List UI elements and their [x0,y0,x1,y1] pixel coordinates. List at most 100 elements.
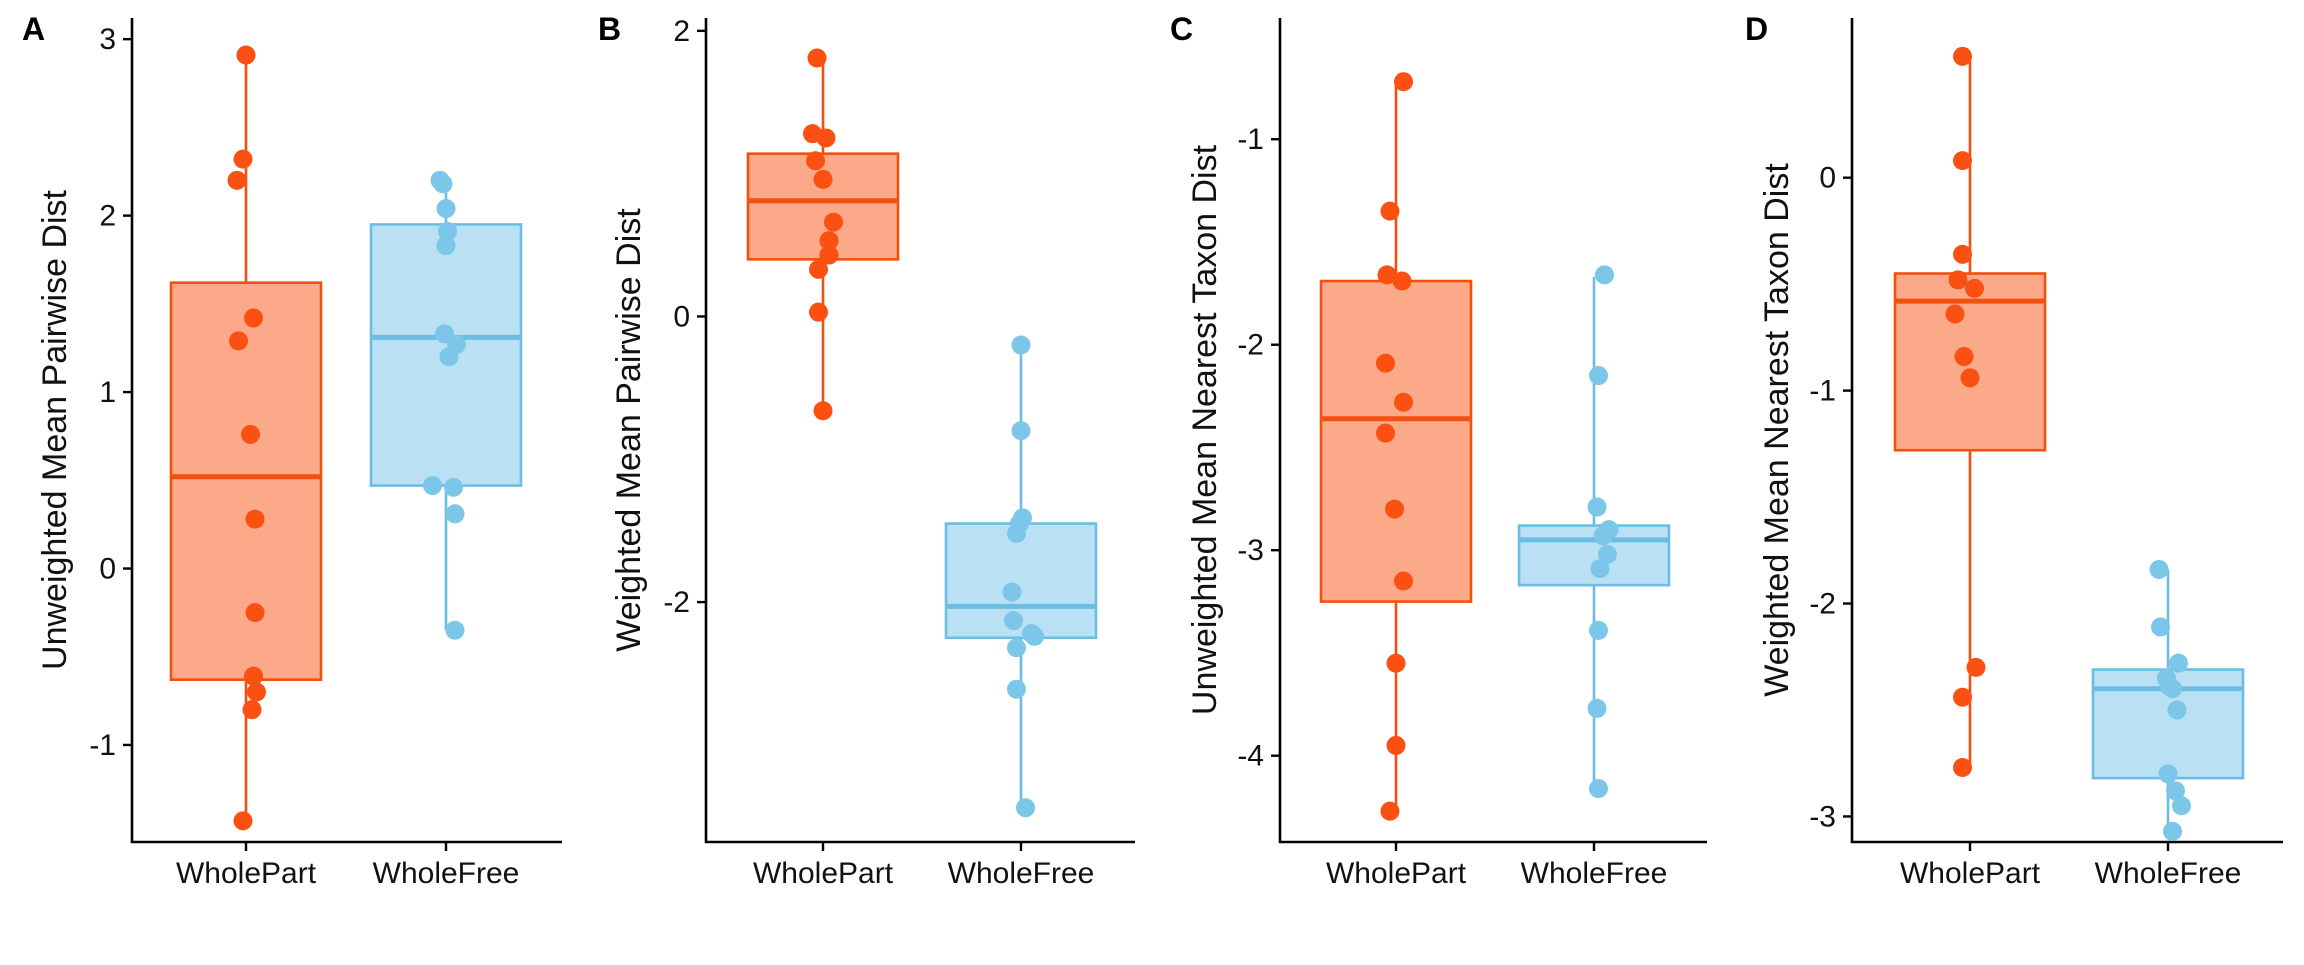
data-point [819,245,839,265]
data-point [1394,72,1413,92]
data-point [1589,779,1608,799]
data-point [2172,796,2191,816]
y-tick-label: -1 [89,729,116,762]
data-point [813,169,833,189]
data-point [1966,657,1986,677]
data-point [245,509,265,529]
y-tick-label: -3 [1237,534,1264,567]
data-point [445,620,465,640]
data-point [807,48,827,68]
y-tick-label: -2 [1809,588,1836,621]
data-point [2158,764,2178,784]
data-point [2149,559,2169,579]
data-point [1376,423,1395,443]
data-point [1960,368,1980,388]
iqr-box [1319,279,1473,603]
y-axis-title: Unweighted Mean Pairwise Dist [36,189,74,670]
panel-a: A -1 0 1 2 3 Unweighted Mean Pairwise Dist Whol… [22,11,562,890]
data-point [1004,611,1023,631]
y-tick-label: -1 [1809,375,1836,408]
data-point [233,811,253,831]
y-tick-label: -1 [1237,123,1264,156]
box-wholefree [944,345,1098,808]
data-point [1593,526,1613,546]
data-point [241,424,260,444]
panel-letter: B [598,11,621,47]
data-point [1394,392,1413,412]
data-point [247,682,266,702]
y-tick-label: -2 [1237,329,1264,362]
y-tick-label: 0 [673,300,690,333]
data-point [1007,679,1026,699]
data-point [423,476,442,496]
data-point [1011,335,1031,355]
data-point [809,259,828,279]
data-point [444,477,463,497]
data-point [233,149,253,169]
x-tick-label: WholePart [753,857,894,890]
data-point [2163,821,2182,841]
data-point [806,151,825,171]
data-point [445,504,465,524]
data-point [2151,617,2170,637]
data-point [1953,757,1972,777]
data-point [236,45,256,65]
data-point [1590,559,1610,579]
data-point [1002,582,1022,602]
y-tick-label: -3 [1809,800,1836,833]
y-tick-label: 1 [99,376,116,409]
data-point [1589,620,1608,640]
data-point [436,236,456,256]
data-point [1953,46,1972,66]
y-tick-label: -2 [663,586,690,619]
data-point [809,302,828,322]
y-tick-label: -4 [1237,740,1264,773]
y-tick-label: 2 [673,15,690,48]
data-point [1386,735,1406,755]
data-point [433,174,453,194]
data-point [2163,679,2182,699]
data-point [1953,151,1972,171]
data-point [1394,571,1413,591]
panel-letter: C [1170,11,1193,47]
x-tick-label: WholePart [1326,857,1467,890]
panel-letter: A [22,11,45,47]
data-point [1385,499,1404,519]
data-point [1953,244,1972,264]
data-point [1954,347,1974,367]
data-point [2169,653,2188,673]
panel-c: C -4 -3 -2 -1 Unweighted Mean Nearest Taxon D… [1170,11,1707,890]
data-point [1376,353,1395,373]
data-point [245,603,265,623]
data-point [229,331,248,351]
data-point [1945,304,1965,324]
data-point [1011,421,1031,441]
data-point [244,308,263,328]
data-point [1377,265,1397,285]
data-point [1392,271,1412,291]
data-point [1965,278,1984,298]
box-wholepart [1319,81,1473,812]
y-tick-label: 3 [99,23,116,56]
data-point [1007,524,1026,544]
data-point [1016,798,1035,818]
data-point [2166,781,2185,801]
data-point [819,231,839,251]
data-point [1380,201,1400,221]
data-point [1380,801,1400,821]
data-point [1587,497,1607,517]
y-axis-title: Weighted Mean Pairwise Dist [610,208,648,652]
x-tick-label: WholePart [176,857,317,890]
data-point [1598,544,1617,564]
data-point [1386,653,1406,673]
data-point [244,666,263,686]
panel-b: B -2 0 2 Weighted Mean Pairwise Dist WholePar… [598,11,1135,890]
data-point [438,221,457,241]
panel-d: D -3 -2 -1 0 Weighted Mean Nearest Taxon Dist… [1745,11,2283,890]
box-wholefree [369,180,523,631]
data-point [2167,700,2187,720]
y-axis-title: Unweighted Mean Nearest Taxon Dist [1186,144,1224,715]
x-tick-label: WholeFree [1521,857,1668,890]
